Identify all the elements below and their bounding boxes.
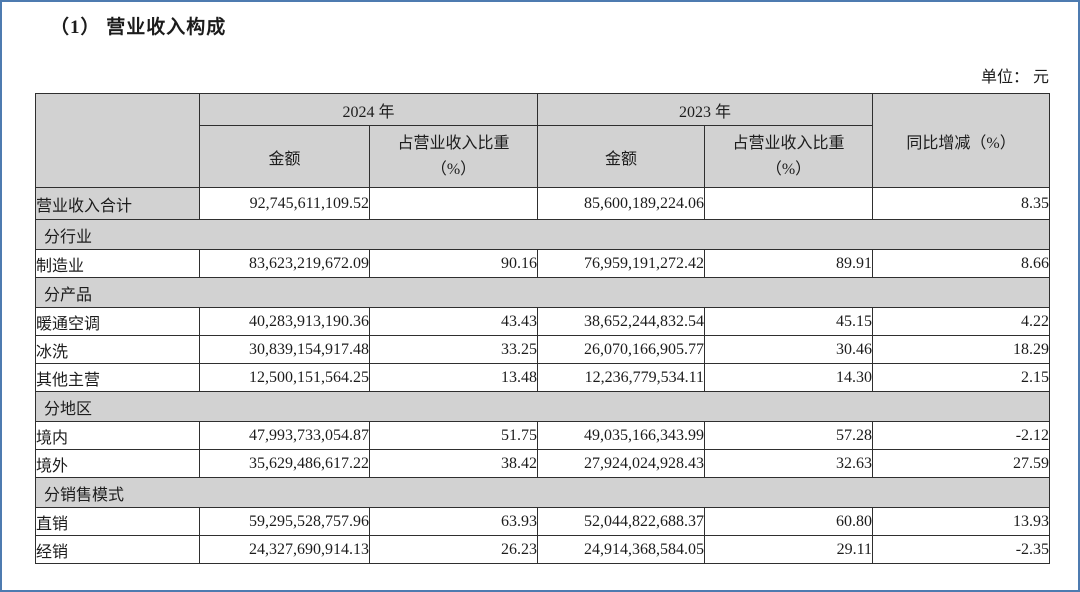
amount-2023-cell: 27,924,024,928.43 [537,449,706,478]
table-row: 境外 35,629,486,617.22 38.42 27,924,024,928.4… [35,449,1051,478]
ratio-2024-cell: 33.25 [368,335,539,364]
row-label-cell: 境内 [35,421,200,450]
row-label-cell: 冰洗 [35,335,200,364]
amount-2024-cell: 40,283,913,190.36 [199,307,370,336]
header-row-metrics: 金额 占营业收入比重 （%） 金额 占营业收入比重 （%） [36,125,1050,188]
yoy-cell: 4.22 [872,307,1051,336]
table-row: 境内 47,993,733,054.87 51.75 49,035,166,343.9… [35,421,1051,450]
table-row: 直销 59,295,528,757.96 63.93 52,044,822,688.3… [35,507,1051,536]
ratio-2024-cell: 51.75 [368,421,539,450]
ratio-2023-cell: 45.15 [704,307,874,336]
row-label-cell: 经销 [35,535,200,564]
revenue-composition-table: 2024 年 2023 年 同比增减（%） 金额 占营业收入比重 （%） 金额 … [34,93,1051,564]
yoy-cell: 2.15 [872,363,1051,392]
amount-2024-cell: 12,500,151,564.25 [199,363,370,392]
amount-2024-cell: 47,993,733,054.87 [199,421,370,450]
ratio-2024-cell: 90.16 [368,249,539,278]
ratio-2024-cell: 26.23 [368,535,539,564]
amount-2024-cell: 35,629,486,617.22 [199,449,370,478]
ratio-2023-cell: 57.28 [704,421,874,450]
amount-2024-cell: 59,295,528,757.96 [199,507,370,536]
yoy-cell: 27.59 [872,449,1051,478]
row-label-cell: 制造业 [35,249,200,278]
table-row: 暖通空调 40,283,913,190.36 43.43 38,652,244,832… [35,307,1051,336]
yoy-header: 同比增减（%） [872,93,1051,188]
section-row: 分产品 [34,277,1051,308]
page-title: （1） 营业收入构成 [50,17,227,38]
section-label-cell: 分产品 [34,277,1051,308]
section-row: 分销售模式 [34,477,1051,508]
ratio-2023-header-line1: 占营业收入比重 [732,134,845,152]
ratio-2023-header: 占营业收入比重 （%） [704,125,874,188]
amount-2023-cell: 26,070,166,905.77 [537,335,706,364]
yoy-cell: 8.35 [872,187,1051,220]
amount-2023-cell: 12,236,779,534.11 [537,363,706,392]
yoy-cell: 18.29 [872,335,1051,364]
ratio-2024-header-line1: 占营业收入比重 [397,134,510,152]
amount-2024-cell: 83,623,219,672.09 [199,249,370,278]
year-2023-header: 2023 年 [537,93,874,126]
amount-2023-cell: 85,600,189,224.06 [537,187,706,220]
amount-2023-header: 金额 [537,125,706,188]
ratio-2023-header-line2: （%） [765,160,812,178]
ratio-2023-cell [704,187,874,220]
corner-header-cell [35,93,200,188]
ratio-2024-header: 占营业收入比重 （%） [368,125,539,188]
table-header: 2024 年 2023 年 同比增减（%） 金额 占营业收入比重 （%） 金额 … [35,93,1051,188]
yoy-cell: -2.35 [872,535,1051,564]
table-body: 营业收入合计 92,745,611,109.52 85,600,189,224.06… [34,187,1051,564]
ratio-2024-cell: 13.48 [368,363,539,392]
section-label-cell: 分销售模式 [34,477,1051,508]
section-label-cell: 分行业 [34,219,1051,250]
header-row-years: 2024 年 2023 年 同比增减（%） [35,93,1051,188]
amount-2023-cell: 76,959,191,272.42 [537,249,706,278]
table-row: 其他主营 12,500,151,564.25 13.48 12,236,779,534… [35,363,1051,392]
section-label-cell: 分地区 [34,391,1051,422]
yoy-cell: 13.93 [872,507,1051,536]
ratio-2023-cell: 32.63 [704,449,874,478]
row-label-cell: 境外 [35,449,200,478]
amount-2023-cell: 52,044,822,688.37 [537,507,706,536]
amount-2024-cell: 92,745,611,109.52 [199,187,370,220]
ratio-2024-cell: 43.43 [368,307,539,336]
ratio-2024-header-line2: （%） [430,160,477,178]
section-row: 分地区 [34,391,1051,422]
table-row: 经销 24,327,690,914.13 26.23 24,914,368,584.0… [35,535,1051,564]
ratio-2023-cell: 14.30 [704,363,874,392]
ratio-2023-cell: 89.91 [704,249,874,278]
section-row: 分行业 [34,219,1051,250]
row-label-cell: 直销 [35,507,200,536]
ratio-2023-cell: 29.11 [704,535,874,564]
table-row: 冰洗 30,839,154,917.48 33.25 26,070,166,905.7… [35,335,1051,364]
ratio-2024-cell [368,187,539,220]
amount-2024-cell: 24,327,690,914.13 [199,535,370,564]
table-row: 制造业 83,623,219,672.09 90.16 76,959,191,272.… [35,249,1051,278]
yoy-cell: -2.12 [872,421,1051,450]
ratio-2023-cell: 30.46 [704,335,874,364]
unit-label: 单位： 元 [980,69,1049,86]
ratio-2024-cell: 63.93 [368,507,539,536]
ratio-2024-cell: 38.42 [368,449,539,478]
table-row: 营业收入合计 92,745,611,109.52 85,600,189,224.06… [35,187,1051,220]
row-label-cell: 暖通空调 [35,307,200,336]
amount-2024-cell: 30,839,154,917.48 [199,335,370,364]
amount-2024-header: 金额 [199,125,370,188]
amount-2023-cell: 38,652,244,832.54 [537,307,706,336]
year-2024-header: 2024 年 [198,93,539,126]
yoy-cell: 8.66 [872,249,1051,278]
row-label-cell: 营业收入合计 [35,187,200,220]
amount-2023-cell: 24,914,368,584.05 [537,535,706,564]
row-label-cell: 其他主营 [35,363,200,392]
amount-2023-cell: 49,035,166,343.99 [537,421,706,450]
ratio-2023-cell: 60.80 [704,507,874,536]
